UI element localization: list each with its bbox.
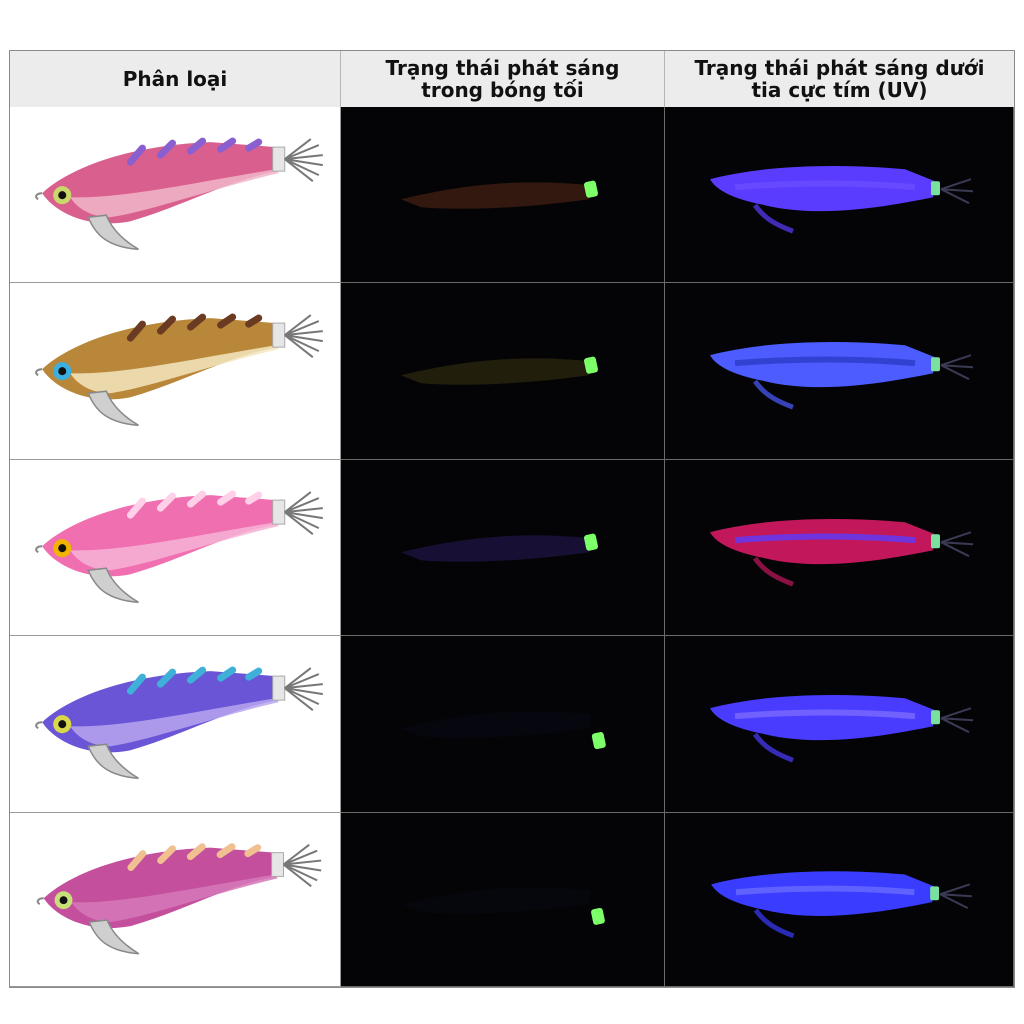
lure-photo-cell xyxy=(10,283,341,460)
uv-glow-illustration xyxy=(710,695,974,763)
dark-glow-illustration xyxy=(401,357,598,386)
comparison-table: Phân loại Trạng thái phát sáng trong bón… xyxy=(9,50,1015,988)
dark-glow-cell xyxy=(341,812,665,987)
header-dark-glow: Trạng thái phát sáng trong bóng tối xyxy=(341,51,665,107)
lure-illustration xyxy=(35,490,323,603)
lure-photo-cell xyxy=(10,459,341,637)
lure-photo-cell xyxy=(10,812,341,987)
header-uv-glow-label: Trạng thái phát sáng dưới tia cực tím (U… xyxy=(694,56,985,102)
header-uv-glow: Trạng thái phát sáng dưới tia cực tím (U… xyxy=(665,51,1014,107)
header-category-label: Phân loại xyxy=(122,67,228,91)
header-dark-glow-label: Trạng thái phát sáng trong bóng tối xyxy=(385,56,620,102)
lure-photo-cell xyxy=(10,107,341,284)
dark-glow-illustration xyxy=(401,180,598,209)
uv-glow-cell xyxy=(665,283,1014,460)
uv-glow-illustration xyxy=(710,165,974,234)
dark-glow-cell xyxy=(341,283,665,460)
uv-glow-cell xyxy=(665,459,1014,637)
uv-glow-cell xyxy=(665,107,1014,284)
dark-glow-cell xyxy=(341,107,665,284)
dark-glow-cell xyxy=(341,636,665,813)
uv-glow-illustration xyxy=(710,518,974,587)
dark-glow-illustration xyxy=(401,887,605,925)
uv-glow-cell xyxy=(665,636,1014,813)
lure-illustration xyxy=(35,666,323,780)
dark-glow-cell xyxy=(341,459,665,637)
lure-photo-cell xyxy=(10,636,341,813)
header-category: Phân loại xyxy=(10,51,341,107)
dark-glow-illustration xyxy=(401,711,606,750)
uv-glow-cell xyxy=(665,812,1014,987)
uv-glow-illustration xyxy=(711,870,972,938)
dark-glow-illustration xyxy=(401,533,598,562)
lure-illustration xyxy=(35,313,323,427)
uv-glow-illustration xyxy=(710,342,974,410)
lure-illustration xyxy=(36,842,322,955)
lure-illustration xyxy=(35,137,323,251)
